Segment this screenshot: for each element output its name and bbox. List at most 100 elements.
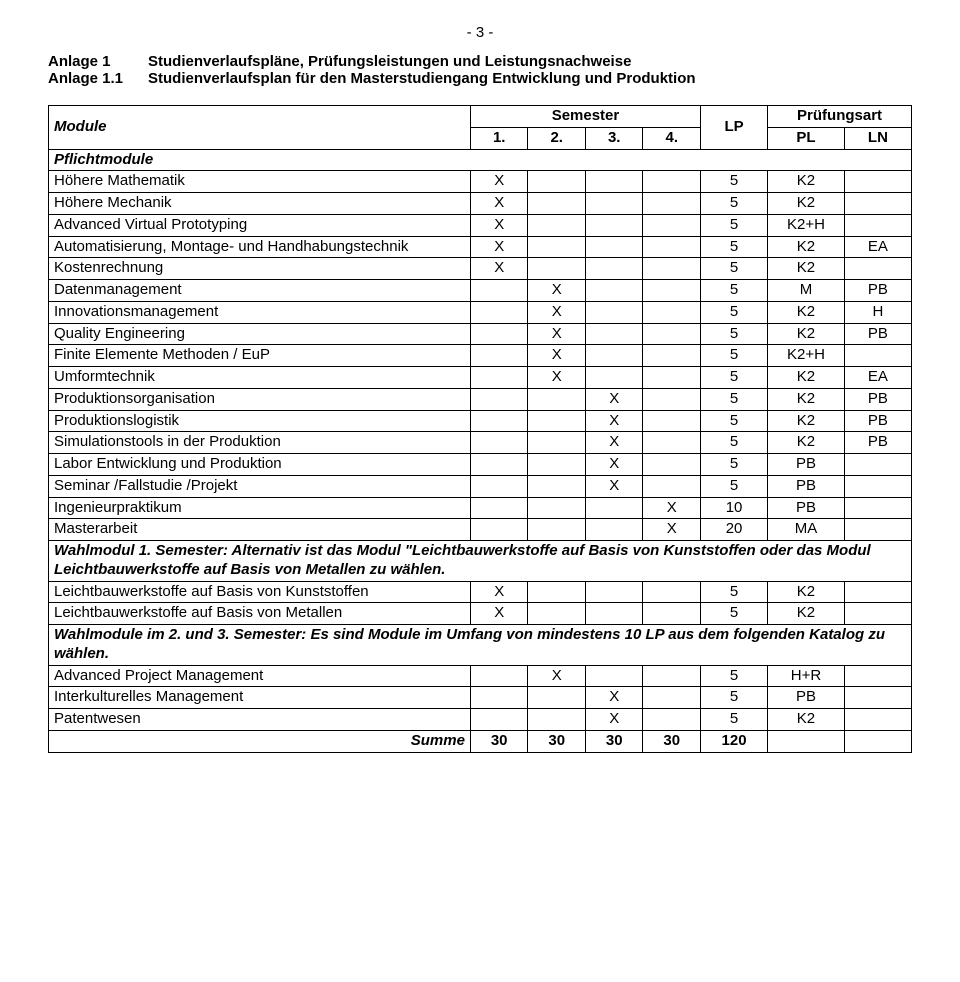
cell-s4 <box>643 258 701 280</box>
sum-pl <box>768 730 845 752</box>
cell-lp: 5 <box>701 687 768 709</box>
table-row: Leichtbauwerkstoffe auf Basis von Kunsts… <box>49 581 912 603</box>
cell-s4 <box>643 280 701 302</box>
cell-ln: EA <box>844 367 911 389</box>
table-row: Labor Entwicklung und ProduktionX5PB <box>49 454 912 476</box>
cell-lp: 5 <box>701 388 768 410</box>
cell-name: Interkulturelles Management <box>49 687 471 709</box>
cell-pl: K2 <box>768 323 845 345</box>
cell-s1: X <box>470 258 528 280</box>
cell-ln: PB <box>844 410 911 432</box>
cell-name: Kostenrechnung <box>49 258 471 280</box>
cell-name: Advanced Project Management <box>49 665 471 687</box>
cell-s1 <box>470 497 528 519</box>
sum-s2: 30 <box>528 730 586 752</box>
cell-ln <box>844 214 911 236</box>
cell-s3: X <box>585 454 643 476</box>
heading-block: Anlage 1 Studienverlaufspläne, Prüfungsl… <box>48 53 912 87</box>
cell-lp: 5 <box>701 171 768 193</box>
sum-s4: 30 <box>643 730 701 752</box>
cell-s4 <box>643 603 701 625</box>
cell-s4 <box>643 214 701 236</box>
page-number: - 3 - <box>48 24 912 41</box>
sum-s1: 30 <box>470 730 528 752</box>
cell-lp: 5 <box>701 214 768 236</box>
cell-name: Leichtbauwerkstoffe auf Basis von Kunsts… <box>49 581 471 603</box>
cell-s3 <box>585 236 643 258</box>
th-s3: 3. <box>585 127 643 149</box>
th-ln: LN <box>844 127 911 149</box>
cell-lp: 5 <box>701 301 768 323</box>
cell-s3: X <box>585 388 643 410</box>
cell-s1 <box>470 388 528 410</box>
table-row: PatentwesenX5K2 <box>49 709 912 731</box>
th-s2: 2. <box>528 127 586 149</box>
cell-lp: 20 <box>701 519 768 541</box>
cell-name: Ingenieurpraktikum <box>49 497 471 519</box>
cell-pl: K2+H <box>768 214 845 236</box>
cell-s4 <box>643 301 701 323</box>
cell-ln <box>844 345 911 367</box>
cell-lp: 5 <box>701 665 768 687</box>
cell-s2 <box>528 236 586 258</box>
cell-ln <box>844 665 911 687</box>
cell-s1 <box>470 367 528 389</box>
cell-s2 <box>528 432 586 454</box>
cell-s1 <box>470 410 528 432</box>
cell-pl: MA <box>768 519 845 541</box>
cell-s1 <box>470 709 528 731</box>
sum-lp: 120 <box>701 730 768 752</box>
cell-s2 <box>528 581 586 603</box>
sum-ln <box>844 730 911 752</box>
cell-s4 <box>643 665 701 687</box>
table-row: Höhere MechanikX5K2 <box>49 193 912 215</box>
table-row: ProduktionslogistikX5K2PB <box>49 410 912 432</box>
cell-ln: PB <box>844 280 911 302</box>
cell-s3 <box>585 280 643 302</box>
th-pruefungsart: Prüfungsart <box>768 106 912 128</box>
cell-pl: K2+H <box>768 345 845 367</box>
cell-s2: X <box>528 367 586 389</box>
cell-s4 <box>643 236 701 258</box>
cell-lp: 10 <box>701 497 768 519</box>
table-row: ProduktionsorganisationX5K2PB <box>49 388 912 410</box>
cell-pl: PB <box>768 497 845 519</box>
cell-pl: K2 <box>768 581 845 603</box>
cell-s1 <box>470 687 528 709</box>
cell-ln <box>844 475 911 497</box>
cell-ln <box>844 709 911 731</box>
cell-lp: 5 <box>701 193 768 215</box>
module-table: Module Semester LP Prüfungsart 1. 2. 3. … <box>48 105 912 753</box>
table-row: KostenrechnungX5K2 <box>49 258 912 280</box>
table-row: Simulationstools in der ProduktionX5K2PB <box>49 432 912 454</box>
cell-ln: H <box>844 301 911 323</box>
cell-s2: X <box>528 280 586 302</box>
cell-s1 <box>470 475 528 497</box>
cell-pl: PB <box>768 687 845 709</box>
cell-s1 <box>470 432 528 454</box>
cell-pl: PB <box>768 475 845 497</box>
cell-s1 <box>470 280 528 302</box>
cell-s3 <box>585 497 643 519</box>
cell-lp: 5 <box>701 603 768 625</box>
cell-pl: K2 <box>768 258 845 280</box>
cell-lp: 5 <box>701 323 768 345</box>
cell-pl: H+R <box>768 665 845 687</box>
cell-s3 <box>585 603 643 625</box>
cell-s3 <box>585 519 643 541</box>
cell-ln <box>844 258 911 280</box>
table-row: Advanced Virtual PrototypingX5K2+H <box>49 214 912 236</box>
cell-pl: K2 <box>768 709 845 731</box>
cell-s4: X <box>643 519 701 541</box>
table-row: Automatisierung, Montage- und Handhabung… <box>49 236 912 258</box>
th-module: Module <box>49 106 471 150</box>
cell-s1: X <box>470 171 528 193</box>
cell-s2 <box>528 687 586 709</box>
cell-name: Quality Engineering <box>49 323 471 345</box>
cell-name: Seminar /Fallstudie /Projekt <box>49 475 471 497</box>
cell-s3 <box>585 214 643 236</box>
cell-name: Innovationsmanagement <box>49 301 471 323</box>
cell-lp: 5 <box>701 432 768 454</box>
section-row: Wahlmodule im 2. und 3. Semester: Es sin… <box>49 625 912 666</box>
cell-s1: X <box>470 603 528 625</box>
